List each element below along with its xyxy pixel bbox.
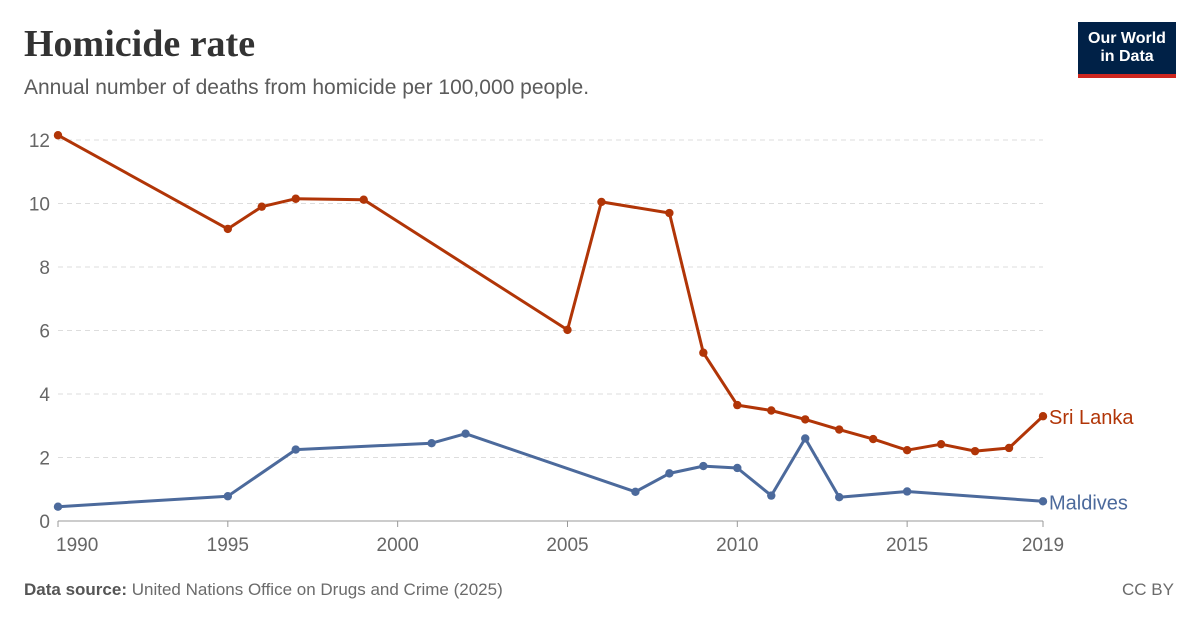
logo-line-1: Our World	[1088, 30, 1166, 47]
x-tick-label: 2019	[1022, 535, 1064, 556]
data-point	[699, 348, 708, 357]
data-point	[801, 415, 810, 424]
data-point	[835, 425, 844, 434]
data-point	[699, 461, 708, 471]
data-source-label: Data source:	[24, 580, 127, 599]
page-title: Homicide rate	[24, 23, 256, 65]
data-point	[767, 491, 776, 500]
x-tick-label: 1990	[56, 535, 98, 556]
data-source: Data source: United Nations Office on Dr…	[24, 580, 503, 600]
y-tick-label: 0	[39, 512, 50, 533]
data-point	[767, 406, 776, 415]
x-tick-label: 1995	[207, 535, 249, 556]
data-point	[868, 434, 878, 444]
data-point	[359, 195, 368, 204]
y-tick-label: 10	[29, 195, 50, 216]
data-point	[665, 208, 674, 218]
x-tick-label: 2005	[546, 535, 588, 556]
series-label-maldives: Maldives	[1049, 492, 1128, 514]
x-tick-label: 2010	[716, 535, 758, 556]
logo-line-2: in Data	[1100, 48, 1154, 65]
data-point	[223, 224, 233, 234]
license-label[interactable]: CC BY	[1122, 580, 1174, 599]
data-point	[902, 487, 912, 496]
data-point	[835, 492, 844, 502]
data-point	[257, 202, 266, 211]
data-point	[665, 469, 674, 478]
y-tick-label: 8	[39, 258, 50, 279]
x-tick-label: 2000	[377, 535, 419, 556]
page-subtitle: Annual number of deaths from homicide pe…	[24, 76, 590, 99]
data-point	[223, 492, 233, 501]
data-source-text[interactable]: United Nations Office on Drugs and Crime…	[131, 580, 503, 599]
series-label-sri-lanka: Sri Lanka	[1049, 407, 1134, 429]
data-point	[733, 463, 742, 473]
data-point	[801, 434, 810, 443]
data-point	[1038, 497, 1048, 506]
y-tick-label: 4	[39, 385, 50, 406]
data-point	[291, 445, 300, 454]
data-point	[563, 325, 572, 335]
data-point	[427, 439, 436, 448]
data-point	[970, 446, 980, 456]
y-tick-label: 2	[39, 449, 50, 470]
data-point	[936, 439, 946, 449]
owid-logo[interactable]: Our World in Data	[1078, 22, 1176, 78]
data-point	[631, 487, 640, 496]
series-line-maldives	[56, 432, 1045, 509]
data-point	[733, 400, 742, 410]
y-tick-label: 6	[39, 322, 50, 343]
data-point	[291, 194, 300, 203]
data-point	[53, 131, 63, 140]
data-point	[1038, 412, 1048, 421]
x-tick-label: 2015	[886, 535, 928, 556]
data-point	[53, 502, 63, 511]
data-point	[461, 429, 470, 438]
data-point	[1004, 443, 1014, 453]
y-tick-label: 12	[29, 131, 50, 152]
data-point	[597, 197, 606, 207]
series-line-sri-lanka	[56, 133, 1045, 453]
data-point	[902, 445, 912, 455]
